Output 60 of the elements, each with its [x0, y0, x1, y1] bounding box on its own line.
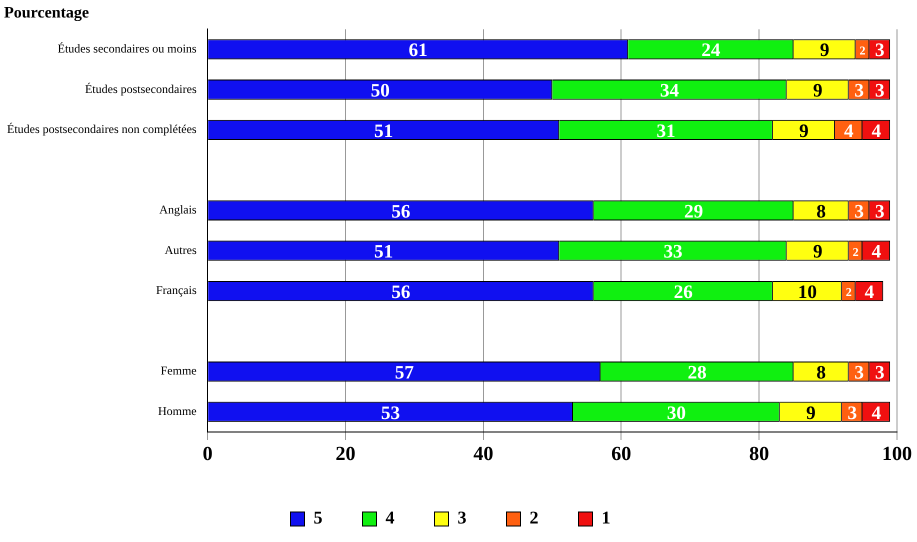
data-label: 3 — [854, 201, 864, 222]
data-label: 61 — [408, 40, 428, 62]
x-tick-label: 80 — [749, 443, 770, 466]
legend-label: 5 — [314, 508, 322, 528]
data-label: 29 — [684, 201, 704, 222]
data-label: 8 — [816, 362, 826, 384]
data-label: 3 — [854, 80, 864, 102]
legend-label: 3 — [458, 508, 466, 528]
y-tick-label: Autres — [164, 242, 197, 257]
y-tick-label: Études postsecondaires non complétées — [6, 122, 197, 136]
data-label: 31 — [656, 120, 676, 142]
data-label: 26 — [674, 282, 693, 303]
y-tick-label: Homme — [158, 404, 197, 418]
legend-label: 1 — [602, 508, 610, 528]
legend-label: 4 — [386, 508, 394, 528]
data-label: 30 — [666, 402, 686, 424]
x-tick-label: 20 — [335, 443, 356, 466]
data-label: 3 — [875, 40, 885, 62]
data-label: 56 — [391, 201, 410, 222]
data-label: 56 — [391, 282, 410, 303]
text: Pourcentage — [4, 4, 90, 22]
data-label: 8 — [816, 201, 826, 222]
data-label: 51 — [374, 242, 394, 263]
data-label: 28 — [688, 362, 707, 384]
data-label: 34 — [660, 80, 680, 102]
data-label: 2 — [860, 43, 866, 58]
y-tick-label: Études postsecondaires — [84, 82, 197, 96]
data-label: 9 — [812, 80, 822, 102]
data-label: 2 — [846, 285, 852, 300]
x-tick-label: 100 — [882, 443, 912, 466]
data-label: 3 — [875, 80, 885, 102]
x-tick-label: 0 — [202, 443, 213, 466]
y-tick-label: Français — [156, 283, 197, 298]
data-label: 3 — [847, 402, 857, 424]
data-label: 4 — [872, 120, 882, 142]
data-label: 51 — [374, 120, 394, 142]
data-label: 33 — [663, 242, 682, 263]
data-label: 9 — [812, 242, 822, 263]
y-tick-label: Femme — [160, 364, 197, 378]
data-label: 2 — [852, 244, 859, 259]
y-tick-label: Études secondaires ou moins — [58, 41, 197, 56]
x-tick-label: 40 — [473, 443, 494, 466]
data-label: 4 — [864, 282, 875, 303]
data-label: 50 — [370, 80, 390, 102]
y-tick-label: Anglais — [159, 202, 197, 217]
data-label: 3 — [875, 201, 885, 222]
data-label: 9 — [820, 40, 830, 62]
data-label: 4 — [872, 402, 882, 424]
data-label: 3 — [854, 362, 864, 384]
legend-label: 2 — [530, 508, 538, 528]
data-label: 10 — [798, 282, 817, 303]
data-label: 57 — [394, 362, 414, 384]
data-label: 9 — [806, 402, 816, 424]
data-label: 53 — [381, 402, 400, 424]
data-label: 3 — [875, 362, 885, 384]
data-label: 4 — [844, 120, 854, 142]
data-label: 24 — [701, 40, 721, 62]
x-tick-label: 60 — [611, 443, 632, 466]
data-label: 4 — [872, 242, 882, 263]
data-label: 9 — [799, 120, 809, 142]
